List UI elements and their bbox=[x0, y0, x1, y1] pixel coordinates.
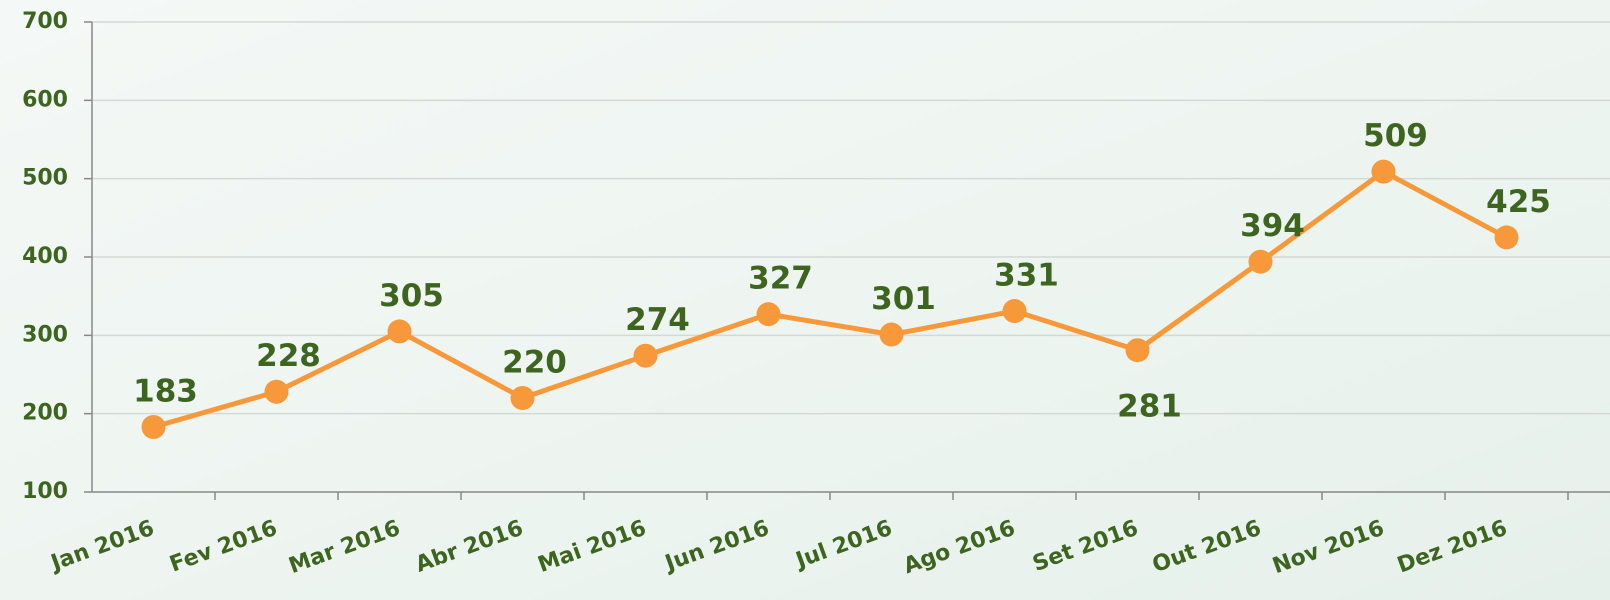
y-tick-label: 200 bbox=[22, 401, 68, 426]
point bbox=[1125, 338, 1150, 363]
point bbox=[633, 343, 658, 368]
y-tick-label: 300 bbox=[22, 322, 68, 347]
point bbox=[879, 322, 904, 347]
y-tick-label: 100 bbox=[22, 479, 68, 504]
data-label: 327 bbox=[748, 261, 813, 297]
data-label: 228 bbox=[256, 338, 321, 374]
point bbox=[510, 386, 535, 410]
data-label: 274 bbox=[625, 302, 690, 338]
data-label: 425 bbox=[1486, 184, 1551, 220]
line bbox=[152, 168, 1508, 430]
data-label: 305 bbox=[379, 278, 444, 314]
point bbox=[756, 302, 781, 327]
y-tick-label: 500 bbox=[22, 166, 68, 191]
y-tick-label: 700 bbox=[22, 9, 68, 34]
point bbox=[1002, 299, 1027, 324]
data-label: 220 bbox=[502, 345, 567, 381]
point bbox=[387, 319, 412, 344]
point bbox=[141, 414, 166, 439]
point bbox=[1371, 159, 1396, 184]
data-label: 509 bbox=[1363, 118, 1428, 154]
data-label: 281 bbox=[1117, 389, 1182, 425]
data-label: 183 bbox=[133, 373, 198, 409]
point bbox=[264, 379, 289, 404]
y-tick-label: 600 bbox=[22, 87, 68, 112]
data-label: 331 bbox=[994, 258, 1059, 294]
point bbox=[1494, 225, 1519, 250]
data-label: 394 bbox=[1240, 208, 1305, 244]
data-label: 301 bbox=[871, 281, 936, 317]
point bbox=[1248, 249, 1273, 274]
y-tick-label: 400 bbox=[22, 244, 68, 269]
